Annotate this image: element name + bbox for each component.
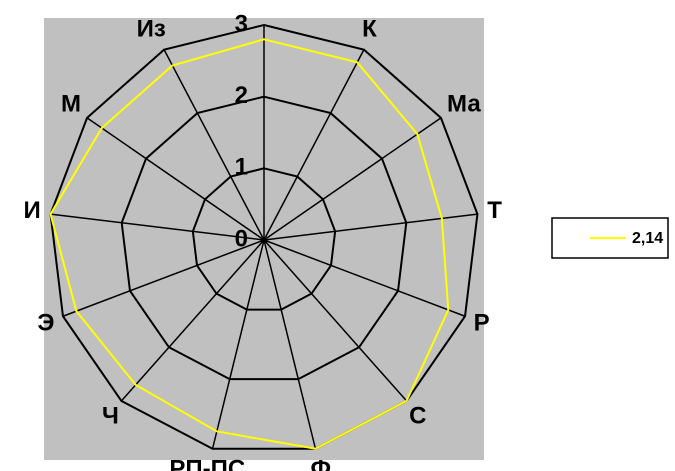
spoke: [211, 239, 265, 449]
category-label: К: [362, 15, 377, 42]
tick-label: 3: [235, 10, 248, 37]
category-label: М: [61, 91, 81, 118]
category-label: И: [23, 197, 40, 224]
spoke: [86, 117, 265, 241]
spoke: [263, 49, 365, 241]
legend-label: 2,14: [632, 230, 663, 247]
tick-label: 2: [235, 82, 248, 109]
category-label: Ма: [447, 91, 481, 118]
category-label: Р: [474, 309, 490, 336]
category-label: С: [409, 403, 426, 430]
series-line: [49, 38, 450, 450]
category-label: Ч: [102, 403, 119, 430]
spoke: [163, 49, 265, 241]
grid-ring: [120, 95, 408, 381]
spoke: [263, 239, 317, 449]
spoke: [263, 239, 408, 402]
spoke: [120, 239, 265, 402]
category-label: Т: [487, 197, 502, 224]
spoke: [263, 239, 466, 317]
category-label: РП-ПС: [169, 455, 245, 471]
category-label: Ф: [310, 455, 330, 471]
category-label: Из: [137, 15, 166, 42]
grid-ring: [49, 23, 479, 450]
tick-label: 1: [235, 154, 248, 181]
spoke: [62, 239, 265, 317]
spoke: [263, 117, 442, 241]
category-label: Э: [37, 309, 54, 336]
tick-label: 0: [235, 225, 248, 252]
spoke: [50, 213, 265, 241]
grid-ring: [191, 167, 337, 311]
